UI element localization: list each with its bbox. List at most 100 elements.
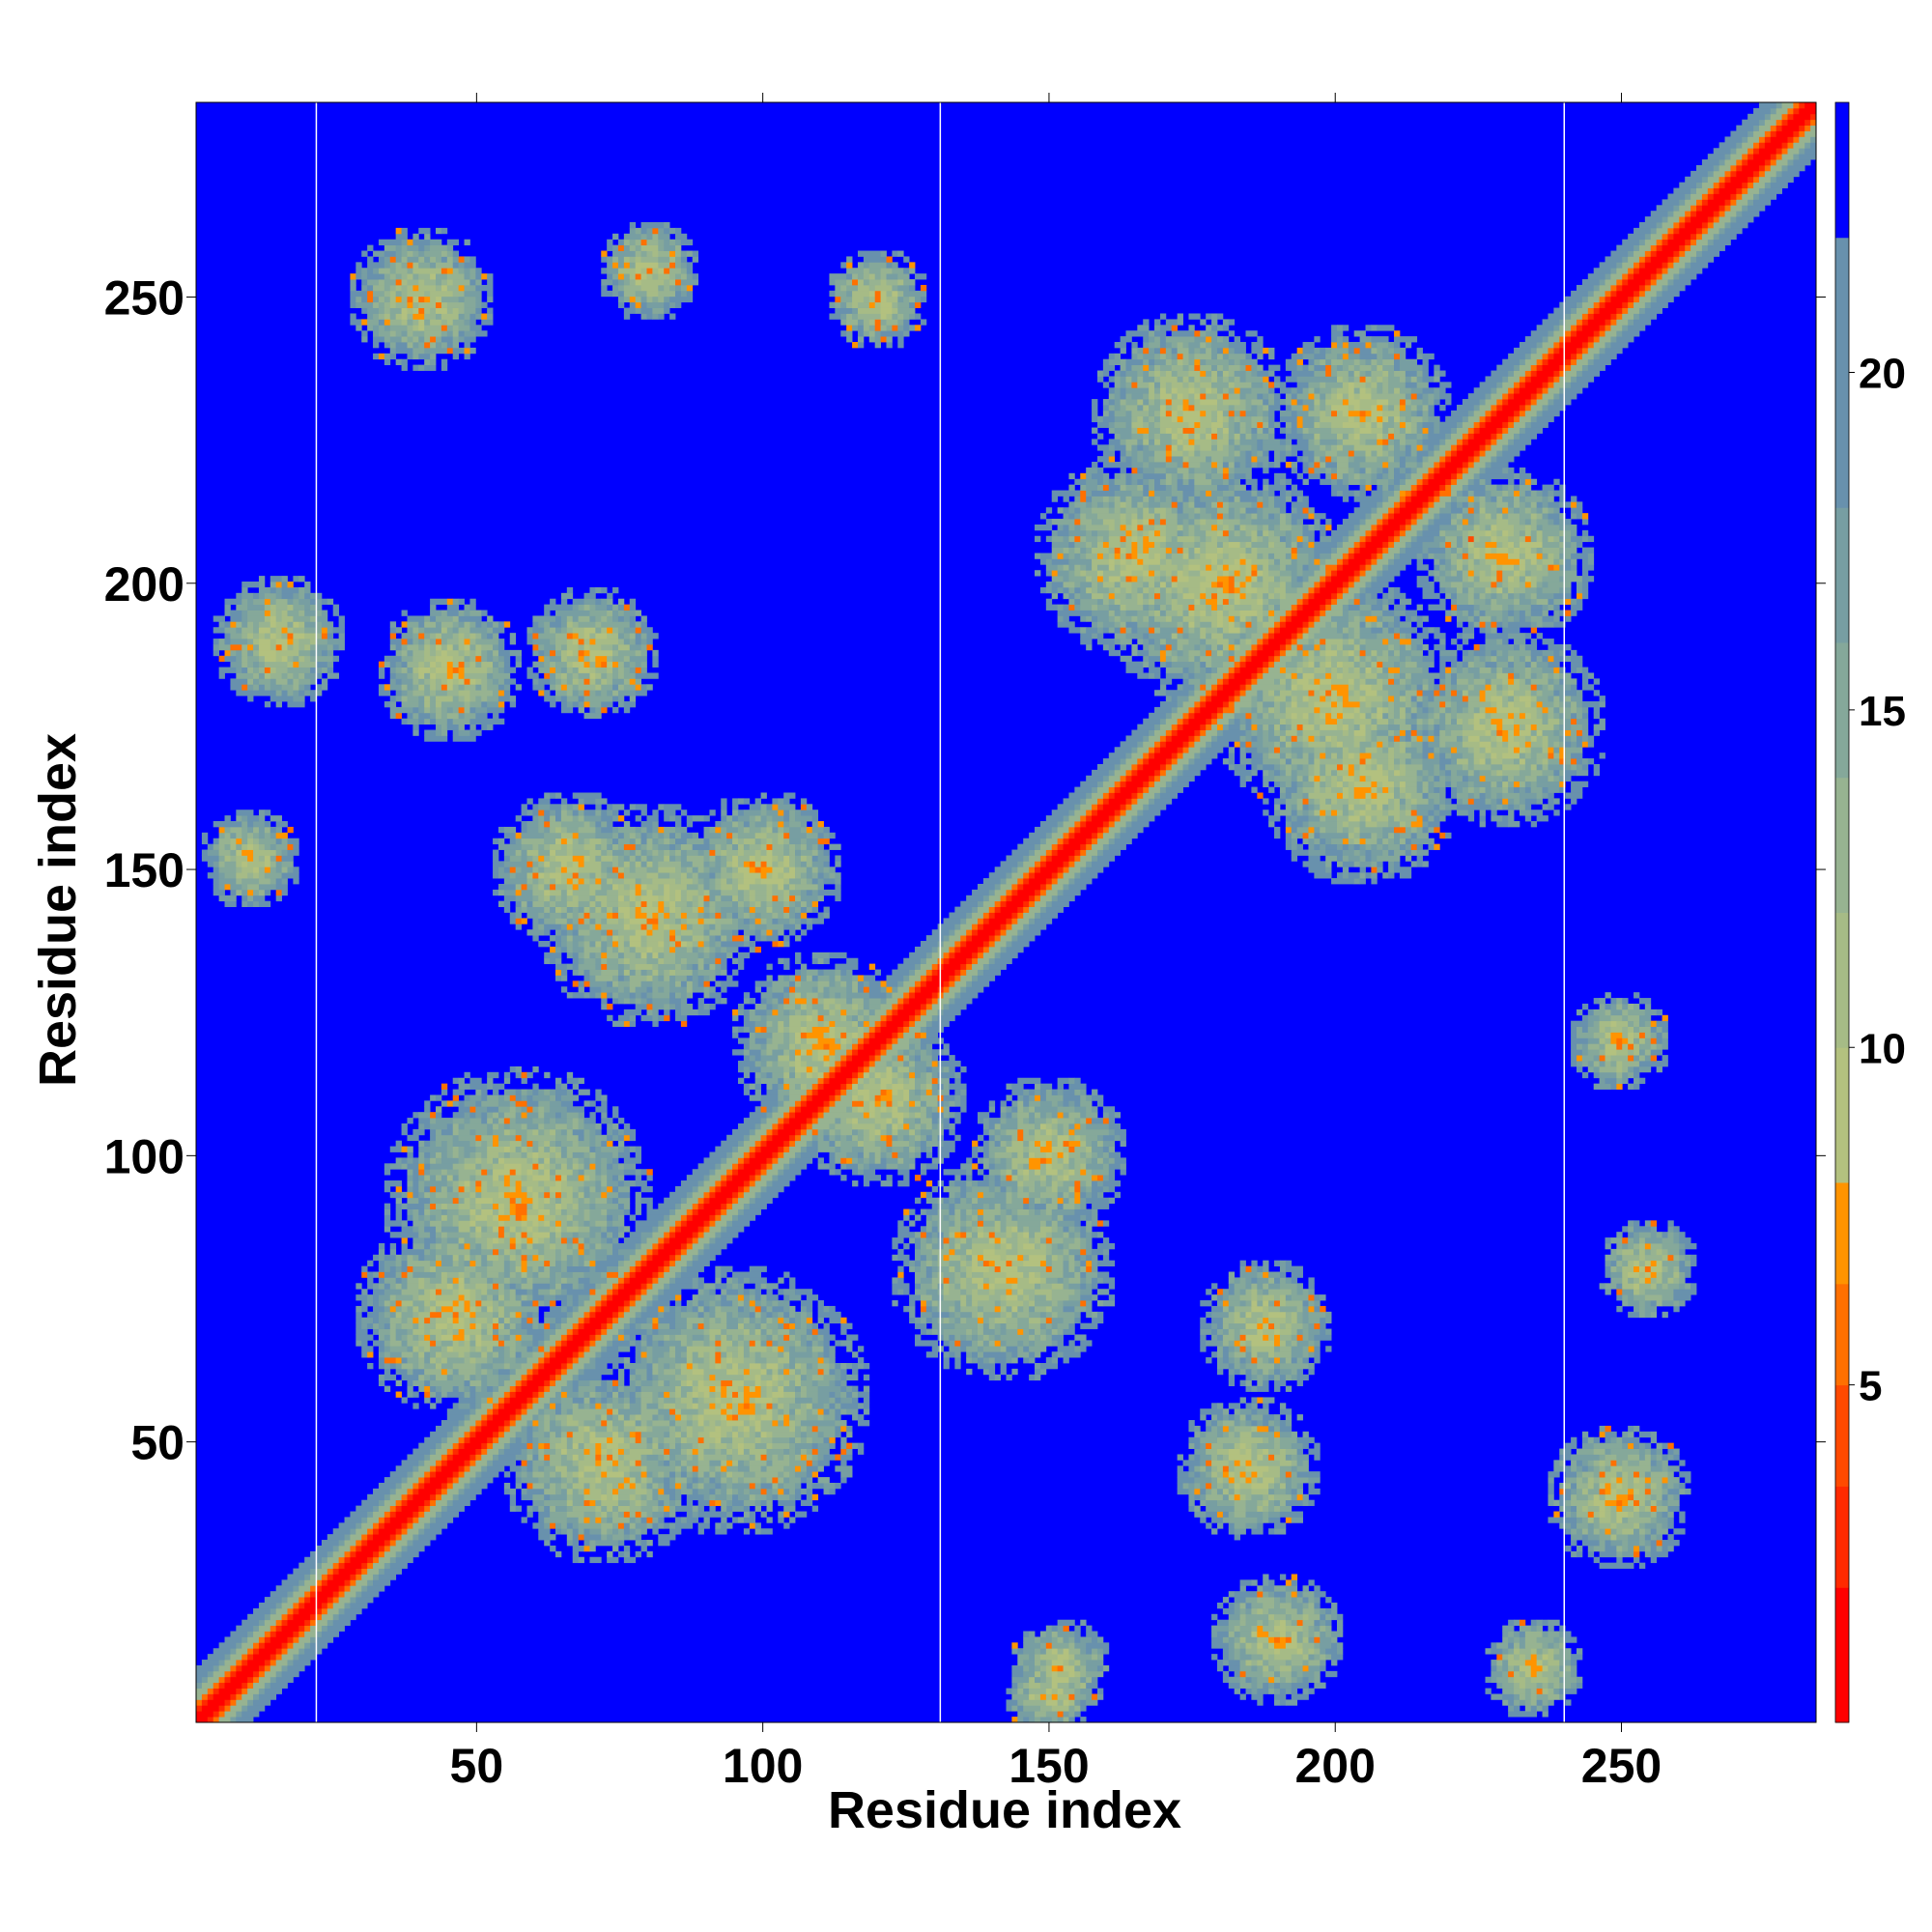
heatmap-cell	[436, 1442, 442, 1449]
heatmap-cell	[1331, 1636, 1338, 1643]
heatmap-cell	[253, 1693, 260, 1700]
heatmap-cell	[846, 1385, 853, 1392]
heatmap-cell	[1268, 1289, 1293, 1295]
heatmap-cell	[1245, 1300, 1252, 1307]
heatmap-cell	[943, 1289, 950, 1295]
heatmap-cell	[789, 1471, 796, 1478]
heatmap-cell	[367, 1579, 374, 1586]
heatmap-cell	[430, 1328, 442, 1335]
heatmap-cell	[452, 1374, 465, 1381]
heatmap-cell	[1542, 1660, 1548, 1666]
heatmap-cell	[754, 1311, 761, 1319]
heatmap-cell	[532, 1505, 539, 1512]
heatmap-cell	[664, 1283, 670, 1290]
heatmap-cell	[669, 1522, 676, 1529]
heatmap-cell	[1251, 1408, 1258, 1415]
heatmap-cell	[401, 1340, 408, 1347]
heatmap-cell	[1023, 1289, 1036, 1295]
heatmap-cell	[675, 1482, 682, 1490]
heatmap-cell	[521, 1379, 527, 1386]
heatmap-cell	[430, 1289, 437, 1295]
heatmap-cell	[395, 1283, 402, 1290]
heatmap-cell	[1268, 1271, 1281, 1278]
heatmap-cell	[270, 1613, 282, 1621]
heatmap-cell	[772, 1431, 796, 1438]
heatmap-cell	[258, 1625, 271, 1632]
heatmap-cell	[863, 1374, 870, 1381]
heatmap-cell	[1222, 1414, 1230, 1421]
heatmap-cell	[458, 1436, 465, 1444]
heatmap-cell	[1045, 1670, 1053, 1678]
heatmap-cell	[1222, 1471, 1230, 1478]
heatmap-cell	[1200, 1482, 1207, 1490]
heatmap-cell	[481, 1260, 488, 1266]
heatmap-cell	[430, 1311, 442, 1319]
heatmap-cell	[532, 1482, 545, 1490]
heatmap-cell	[1296, 1648, 1303, 1655]
heatmap-cell	[789, 1408, 796, 1415]
heatmap-cell	[1662, 1482, 1668, 1490]
heatmap-cell	[629, 1528, 637, 1535]
heatmap-cell	[675, 1403, 688, 1409]
heatmap-cell	[1308, 1660, 1321, 1666]
heatmap-cell	[1263, 1379, 1269, 1386]
heatmap-cell	[1017, 1648, 1024, 1655]
heatmap-cell	[384, 1305, 391, 1313]
heatmap-cell	[440, 1442, 454, 1449]
heatmap-cell	[572, 1493, 584, 1501]
heatmap-cell	[589, 1294, 602, 1301]
heatmap-cell	[446, 1454, 454, 1461]
heatmap-cell	[703, 1454, 727, 1461]
heatmap-cell	[612, 1482, 619, 1490]
heatmap-cell	[555, 1379, 568, 1386]
heatmap-cell	[378, 1254, 385, 1262]
heatmap-cell	[920, 1300, 927, 1307]
heatmap-cell	[224, 1682, 242, 1689]
heatmap-cell	[367, 1511, 374, 1518]
heatmap-cell	[1216, 1300, 1224, 1307]
heatmap-cell	[1063, 1660, 1069, 1666]
heatmap-cell	[487, 1420, 505, 1427]
heatmap-cell	[1211, 1454, 1218, 1461]
heatmap-cell	[1216, 1448, 1230, 1455]
heatmap-cell	[1017, 1717, 1024, 1723]
heatmap-cell	[1228, 1482, 1236, 1490]
heatmap-cell	[743, 1322, 756, 1329]
heatmap-cell	[493, 1454, 499, 1461]
heatmap-cell	[1068, 1636, 1075, 1643]
heatmap-cell	[1211, 1414, 1218, 1421]
heatmap-cell	[783, 1351, 790, 1358]
heatmap-cell	[612, 1420, 625, 1427]
heatmap-cell	[550, 1431, 556, 1438]
heatmap-cell	[617, 1454, 625, 1461]
heatmap-cell	[230, 1705, 242, 1712]
heatmap-cell	[401, 1362, 413, 1370]
heatmap-cell	[1206, 1493, 1224, 1501]
heatmap-cell	[487, 1465, 505, 1472]
heatmap-cell	[1638, 1511, 1652, 1518]
heatmap-cell	[737, 1346, 745, 1352]
heatmap-cell	[487, 1322, 494, 1329]
heatmap-cell	[550, 1545, 556, 1552]
heatmap-cell	[675, 1522, 694, 1529]
heatmap-cell	[982, 1328, 996, 1335]
heatmap-cell	[743, 1379, 756, 1386]
heatmap-cell	[612, 1460, 619, 1466]
heatmap-cell	[1587, 1545, 1595, 1552]
heatmap-cell	[538, 1322, 545, 1329]
heatmap-cell	[1239, 1357, 1246, 1364]
heatmap-cell	[1245, 1636, 1258, 1643]
heatmap-cell	[1581, 1460, 1589, 1466]
heatmap-cell	[481, 1322, 488, 1329]
heatmap-cell	[1029, 1317, 1041, 1324]
heatmap-cell	[1051, 1670, 1059, 1678]
heatmap-cell	[430, 1385, 437, 1392]
heatmap-cell	[675, 1425, 682, 1433]
heatmap-cell	[789, 1328, 796, 1335]
heatmap-cell	[384, 1322, 391, 1329]
heatmap-cell	[1610, 1522, 1617, 1529]
heatmap-cell	[1291, 1493, 1298, 1501]
heatmap-cell	[1200, 1488, 1207, 1495]
heatmap-cell	[407, 1254, 413, 1262]
heatmap-cell	[612, 1294, 631, 1301]
